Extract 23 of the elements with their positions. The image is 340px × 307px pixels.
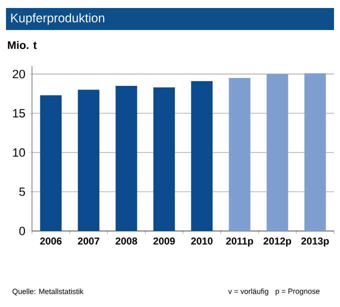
bar [191,81,213,231]
x-tick-label: 2009 [153,238,175,245]
y-tick-label: 10 [13,148,26,157]
x-tick-label: 2013p [301,238,329,247]
x-tick-label: 2012p [264,238,292,247]
x-tick-label: 2010 [191,238,213,245]
bar [228,78,250,231]
y-tick-label: 20 [12,70,26,78]
bar [78,90,100,231]
x-tick-label: 2008 [116,238,138,245]
y-tick-label: 0 [19,226,26,236]
x-tick-label: 2007 [78,238,100,245]
bar [304,73,326,231]
y-tick-label: 15 [13,109,25,118]
bar [153,87,175,231]
x-tick-label: 2011p [226,238,254,247]
x-tick-label: 2006 [40,238,62,245]
y-axis-title: Mio. t [8,40,37,50]
bar [266,74,288,231]
y-tick-label: 5 [19,188,25,196]
bar [116,86,138,231]
chart-title: Kupferproduktion [11,13,104,25]
bar [40,95,62,231]
